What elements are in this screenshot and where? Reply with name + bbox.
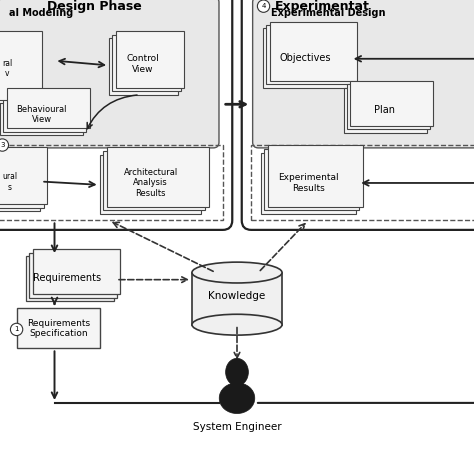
Text: Behavioural
View: Behavioural View — [17, 105, 67, 124]
Bar — [116, 31, 184, 88]
Ellipse shape — [226, 358, 248, 386]
Text: ural
s: ural s — [2, 173, 17, 191]
Bar — [100, 155, 201, 214]
Text: Design Phase: Design Phase — [47, 0, 142, 13]
Circle shape — [0, 139, 9, 151]
Text: 1: 1 — [14, 327, 19, 332]
Ellipse shape — [192, 314, 282, 335]
Text: 4: 4 — [261, 3, 266, 9]
Bar — [29, 253, 117, 298]
Bar — [0, 31, 42, 100]
Bar — [0, 154, 40, 211]
Bar — [268, 145, 363, 207]
Bar — [0, 151, 44, 208]
Bar — [107, 147, 209, 207]
Bar — [112, 35, 181, 91]
Text: Experimental Design: Experimental Design — [271, 8, 386, 18]
Text: Knowledge: Knowledge — [209, 291, 265, 301]
Bar — [192, 273, 282, 325]
Text: Requirements
Specification: Requirements Specification — [27, 319, 90, 338]
Bar — [103, 151, 205, 210]
Circle shape — [10, 323, 23, 336]
Text: al Modeling: al Modeling — [9, 8, 74, 18]
Circle shape — [257, 0, 270, 12]
Ellipse shape — [219, 383, 255, 413]
Bar — [344, 88, 427, 133]
Bar — [3, 91, 86, 132]
FancyBboxPatch shape — [253, 0, 474, 148]
Text: Plan: Plan — [374, 105, 395, 115]
FancyBboxPatch shape — [0, 0, 219, 148]
Bar — [264, 149, 359, 210]
Text: Architectural
Analysis
Results: Architectural Analysis Results — [124, 168, 178, 198]
Bar — [350, 81, 433, 126]
Bar — [266, 25, 354, 84]
Text: System Engineer: System Engineer — [193, 422, 281, 432]
Text: Objectives: Objectives — [279, 53, 330, 63]
Bar — [263, 28, 351, 88]
Bar — [261, 153, 356, 214]
FancyBboxPatch shape — [242, 0, 474, 230]
Bar — [0, 35, 39, 103]
Bar — [0, 95, 83, 135]
Bar — [17, 308, 100, 348]
Text: Experimentat: Experimentat — [275, 0, 370, 13]
Text: Requirements: Requirements — [33, 273, 101, 283]
Text: ral
v: ral v — [2, 59, 12, 78]
Bar — [26, 256, 114, 301]
Text: Experimental
Results: Experimental Results — [278, 173, 338, 192]
Bar — [347, 84, 430, 129]
Bar — [270, 22, 357, 81]
Ellipse shape — [192, 262, 282, 283]
FancyBboxPatch shape — [0, 0, 232, 230]
Bar — [7, 88, 90, 128]
Bar — [109, 38, 178, 95]
Bar — [33, 249, 120, 294]
Text: 3: 3 — [0, 142, 5, 148]
Bar — [0, 147, 47, 204]
Text: Control
View: Control View — [127, 55, 160, 73]
Bar — [0, 38, 36, 107]
